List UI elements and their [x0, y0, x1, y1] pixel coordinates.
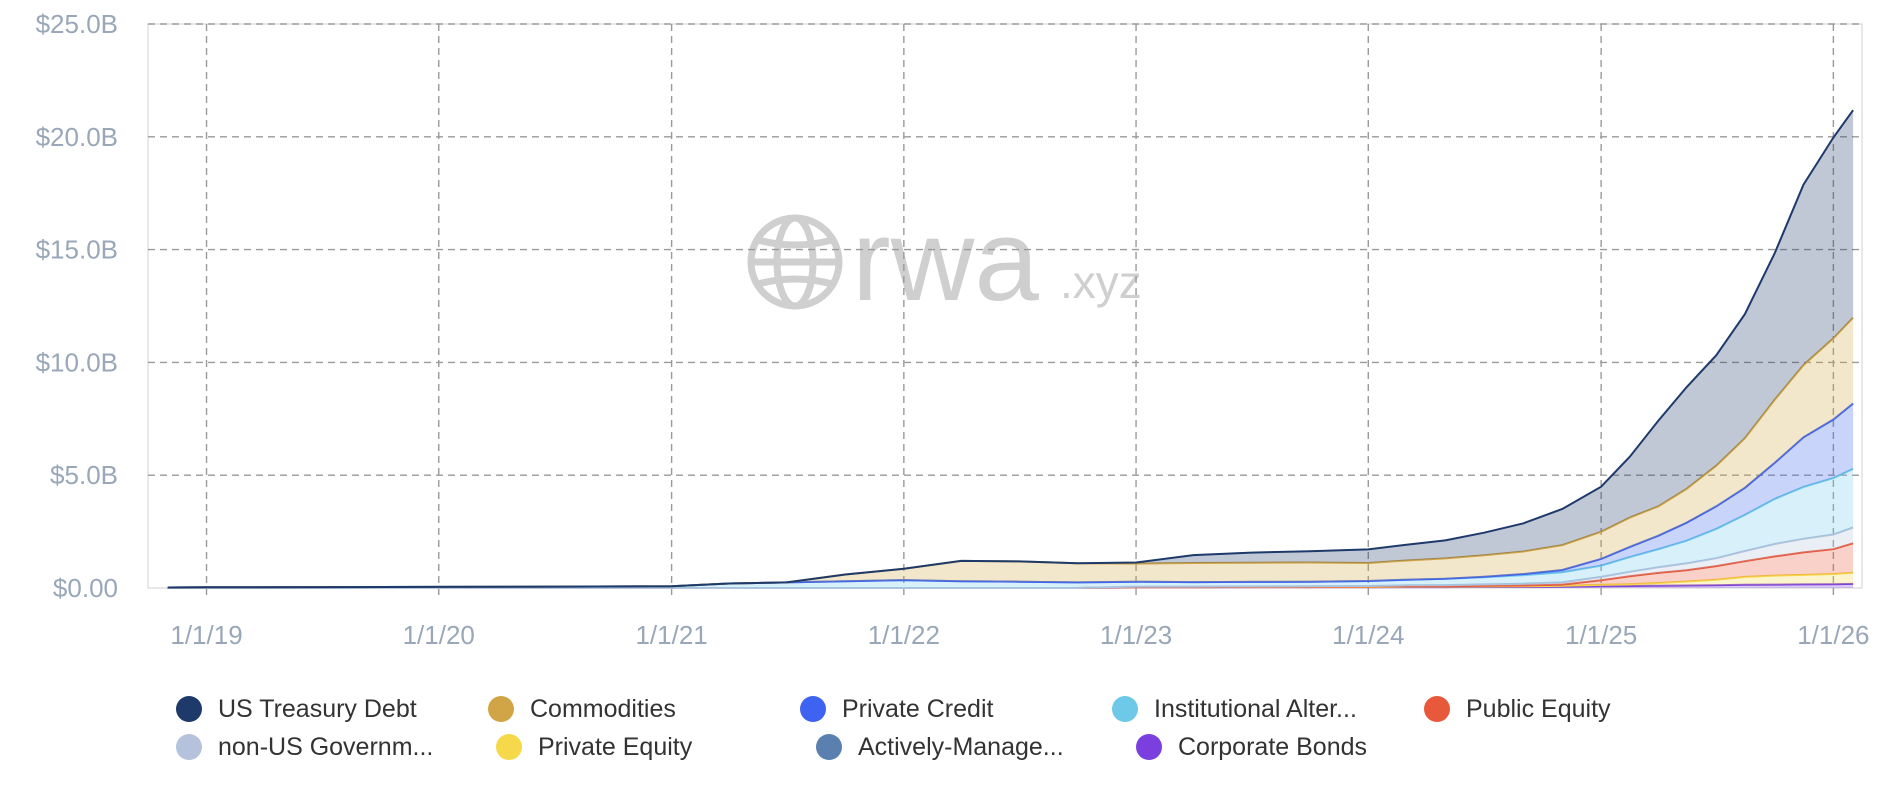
legend-item[interactable]: Actively-Manage... — [816, 733, 1136, 762]
legend-item[interactable]: Commodities — [488, 695, 800, 724]
legend-item[interactable]: non-US Governm... — [176, 733, 496, 762]
y-tick-label: $0.00 — [53, 573, 118, 603]
globe-icon — [747, 214, 843, 310]
legend-swatch — [800, 696, 826, 722]
legend-row: non-US Governm... Private Equity Actively-… — [176, 728, 1736, 766]
legend-swatch — [176, 696, 202, 722]
legend-swatch — [1112, 696, 1138, 722]
legend-row: US Treasury Debt Commodities Private Credi… — [176, 690, 1736, 728]
legend: US Treasury Debt Commodities Private Credi… — [176, 690, 1736, 766]
legend-item[interactable]: Public Equity — [1424, 695, 1736, 724]
series-areas — [167, 109, 1854, 589]
x-tick-label: 1/1/25 — [1565, 620, 1637, 650]
line-non-us-government-debt — [167, 526, 1854, 589]
x-tick-label: 1/1/23 — [1100, 620, 1172, 650]
legend-swatch — [816, 734, 842, 760]
x-axis: 1/1/19 1/1/20 1/1/21 1/1/22 1/1/23 1/1/24 1/1/… — [170, 620, 1869, 650]
x-tick-label: 1/1/20 — [403, 620, 475, 650]
watermark-brand: rwa — [852, 195, 1039, 325]
area-corporate-bonds — [167, 583, 1854, 588]
y-tick-label: $20.0B — [36, 122, 118, 152]
grid — [147, 23, 1863, 596]
legend-swatch — [496, 734, 522, 760]
legend-item[interactable]: Institutional Alter... — [1112, 695, 1424, 724]
legend-label: Corporate Bonds — [1178, 732, 1368, 761]
legend-label: non-US Governm... — [218, 732, 434, 761]
area-commodities — [167, 317, 1854, 588]
legend-label: Private Credit — [842, 694, 994, 723]
legend-label: US Treasury Debt — [218, 694, 417, 723]
watermark-suffix: .xyz — [1060, 256, 1142, 308]
legend-swatch — [1136, 734, 1162, 760]
legend-label: Actively-Manage... — [858, 732, 1064, 761]
legend-label: Private Equity — [538, 732, 693, 761]
legend-swatch — [488, 696, 514, 722]
legend-label: Commodities — [530, 694, 676, 723]
legend-label: Institutional Alter... — [1154, 694, 1357, 723]
x-tick-label: 1/1/24 — [1332, 620, 1404, 650]
y-tick-label: $10.0B — [36, 347, 118, 377]
x-tick-label: 1/1/19 — [170, 620, 242, 650]
x-tick-label: 1/1/21 — [635, 620, 707, 650]
line-us-treasury-debt — [167, 109, 1854, 589]
rwa-watermark: rwa .xyz — [747, 195, 1142, 325]
legend-item[interactable]: Private Equity — [496, 733, 816, 762]
x-tick-label: 1/1/22 — [868, 620, 940, 650]
legend-item[interactable]: Private Credit — [800, 695, 1112, 724]
legend-label: Public Equity — [1466, 694, 1611, 723]
y-tick-label: $5.0B — [50, 460, 118, 490]
y-axis: $0.00 $5.0B $10.0B $15.0B $20.0B $25.0B — [36, 9, 118, 603]
legend-item[interactable]: Corporate Bonds — [1136, 733, 1456, 762]
area-us-treasury-debt — [167, 110, 1854, 588]
x-tick-label: 1/1/26 — [1797, 620, 1869, 650]
legend-item[interactable]: US Treasury Debt — [176, 695, 488, 724]
y-tick-label: $15.0B — [36, 235, 118, 265]
legend-swatch — [1424, 696, 1450, 722]
y-tick-label: $25.0B — [36, 9, 118, 39]
legend-swatch — [176, 734, 202, 760]
